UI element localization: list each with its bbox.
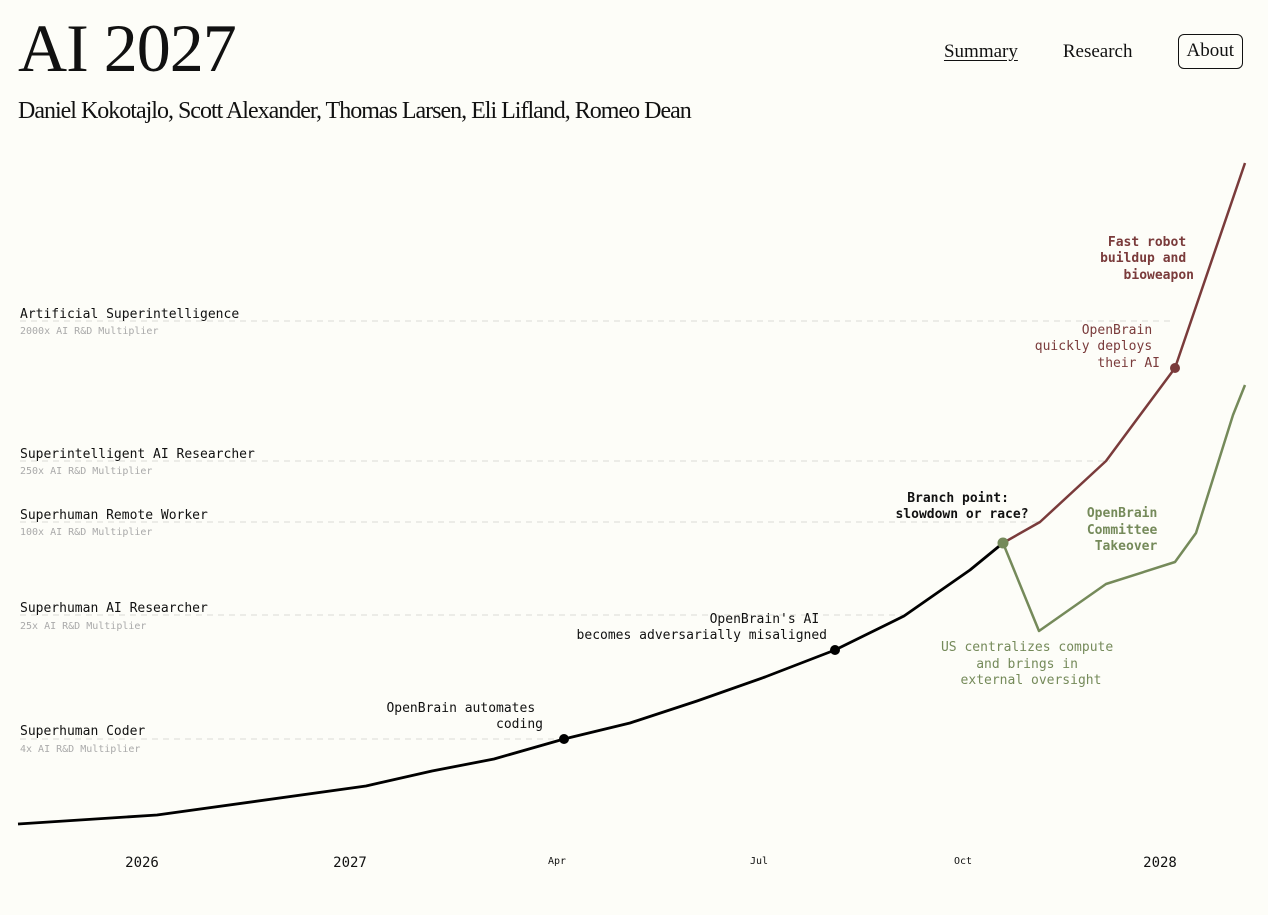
race-deploy-dot[interactable] bbox=[1170, 363, 1180, 373]
milestone-multiplier: 2000x AI R&D Multiplier bbox=[20, 326, 158, 337]
annotation-branch-point: Branch point: slowdown or race? bbox=[895, 491, 1028, 522]
page-title: AI 2027 bbox=[18, 10, 237, 86]
milestone-name: Superhuman Remote Worker bbox=[20, 508, 208, 523]
annotation-fast-robot: Fast robot buildup and bioweapon bbox=[1100, 235, 1194, 283]
milestone-dot-coding[interactable] bbox=[559, 734, 569, 744]
milestone-name: Superhuman AI Researcher bbox=[20, 601, 208, 616]
annotation-us-centralizes: US centralizes compute and brings in ext… bbox=[941, 640, 1121, 688]
milestone-labels: Artificial Superintelligence 2000x AI R&… bbox=[20, 307, 255, 755]
annotation-committee-takeover: OpenBrain Committee Takeover bbox=[1087, 506, 1165, 554]
milestone-multiplier: 250x AI R&D Multiplier bbox=[20, 466, 152, 477]
authors-byline: Daniel Kokotajlo, Scott Alexander, Thoma… bbox=[18, 98, 692, 124]
annotation-quick-deploy: OpenBrain quickly deploys their AI bbox=[1035, 323, 1160, 371]
milestone-name: Artificial Superintelligence bbox=[20, 307, 239, 322]
top-nav: Summary Research About bbox=[944, 34, 1243, 69]
x-tick-2027: 2027 bbox=[333, 855, 367, 871]
main-trajectory-line bbox=[17, 541, 1004, 826]
slowdown-ending-line bbox=[1001, 384, 1247, 633]
milestone-multiplier: 25x AI R&D Multiplier bbox=[20, 621, 146, 632]
annotation-automates-coding: OpenBrain automates coding bbox=[386, 701, 543, 732]
milestone-dot-misaligned[interactable] bbox=[830, 645, 840, 655]
milestone-name: Superintelligent AI Researcher bbox=[20, 447, 255, 462]
branch-point-dot[interactable] bbox=[997, 537, 1009, 549]
milestone-multiplier: 100x AI R&D Multiplier bbox=[20, 527, 152, 538]
x-axis: 2026 2027 Apr Jul Oct 2028 bbox=[125, 855, 1177, 871]
x-tick-2026: 2026 bbox=[125, 855, 159, 871]
nav-summary-link[interactable]: Summary bbox=[943, 40, 1018, 62]
x-tick-oct: Oct bbox=[954, 856, 972, 867]
x-tick-apr: Apr bbox=[548, 856, 566, 867]
milestone-multiplier: 4x AI R&D Multiplier bbox=[20, 744, 140, 755]
nav-research-link[interactable]: Research bbox=[1062, 40, 1133, 62]
annotation-misaligned: OpenBrain's AI becomes adversarially mis… bbox=[577, 612, 827, 643]
race-ending-line bbox=[1002, 162, 1247, 545]
x-tick-2028: 2028 bbox=[1143, 855, 1177, 871]
nav-about-button[interactable]: About bbox=[1177, 34, 1243, 69]
milestone-gridlines bbox=[20, 320, 1175, 740]
milestone-name: Superhuman Coder bbox=[20, 724, 145, 739]
x-tick-jul: Jul bbox=[750, 856, 768, 867]
